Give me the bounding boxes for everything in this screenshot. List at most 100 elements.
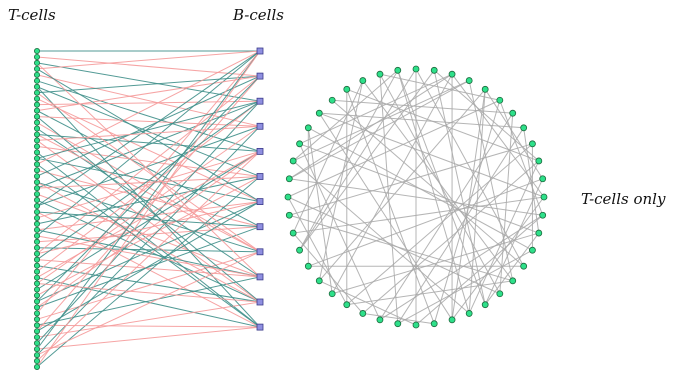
t-cell-node (34, 137, 41, 144)
t-cell-node (34, 363, 41, 370)
t-cell-node (34, 173, 41, 180)
circle-t-cell-node (535, 157, 543, 165)
circle-edge (379, 74, 399, 324)
bipartite-edge (36, 75, 261, 332)
bipartite-edge (36, 68, 261, 203)
circle-edge (346, 89, 435, 324)
circle-t-cell-node (315, 277, 323, 285)
circle-t-cell-node (509, 109, 517, 117)
bipartite-edge (36, 128, 261, 278)
circle-t-cell-node (520, 124, 528, 132)
circle-edge (397, 70, 470, 314)
t-cell-node (34, 155, 41, 162)
t-cell-node (34, 83, 41, 90)
t-cells-only-label: T-cells only (581, 190, 666, 208)
t-cell-node (34, 220, 41, 227)
b-cell-node (256, 198, 264, 206)
b-cell-node (256, 122, 264, 130)
t-cell-node (34, 48, 41, 55)
circle-t-cell-node (289, 229, 297, 237)
t-cell-node (34, 286, 41, 293)
t-cell-node (34, 77, 41, 84)
bipartite-edge (36, 75, 261, 177)
circle-edges (287, 68, 545, 326)
circle-edge (451, 196, 545, 321)
t-cell-node (34, 125, 41, 132)
t-cell-node (34, 322, 41, 329)
b-cell-node (256, 273, 264, 281)
t-cell-node (34, 113, 41, 120)
circle-edge (289, 73, 453, 180)
circle-t-cell-node (412, 65, 420, 73)
t-cell-node (34, 191, 41, 198)
t-cell-node (34, 185, 41, 192)
circle-edge (307, 127, 333, 294)
t-cell-node (34, 328, 41, 335)
t-cell-node (34, 238, 41, 245)
circle-edge (299, 73, 453, 145)
bipartite-edge (36, 150, 261, 290)
b-cell-node (256, 72, 264, 80)
bipartite-edge (36, 151, 261, 328)
circle-edge (362, 312, 435, 325)
circle-edge (287, 196, 348, 305)
bipartite-edge (36, 100, 261, 344)
t-cell-node (34, 71, 41, 78)
circle-t-cell-node (296, 140, 303, 148)
t-cell-node (34, 65, 41, 72)
bipartite-edge (36, 176, 261, 189)
t-cell-node (34, 316, 41, 323)
circle-edge (379, 214, 543, 321)
circle-edge (346, 143, 533, 306)
bipartite-edge (36, 110, 261, 228)
circle-edge (299, 68, 417, 251)
bipartite-edge (36, 251, 261, 320)
bipartite-edge (36, 100, 261, 159)
circle-edge (292, 80, 364, 234)
t-cell-node (34, 346, 41, 353)
circle-t-cell-node (481, 85, 489, 93)
t-cell-node (34, 143, 41, 150)
circle-edge (397, 249, 533, 325)
bipartite-edge (36, 75, 261, 302)
circle-edge (289, 214, 513, 282)
t-cell-node (34, 274, 41, 281)
circle-edge (362, 160, 540, 314)
b-cell-node (256, 147, 264, 155)
circle-edge (433, 100, 501, 324)
bipartite-edge (36, 251, 261, 356)
bipartite-edge (36, 50, 261, 165)
bipartite-graph (34, 47, 264, 370)
circle-edge (319, 112, 524, 129)
t-cell-node (34, 203, 41, 210)
circle-t-cell-node (448, 316, 456, 324)
circle-edge (293, 196, 545, 234)
circle-edge (397, 70, 486, 305)
circle-t-cell-node (359, 77, 367, 84)
circle-t-cell-node (376, 70, 384, 78)
t-cell-node (34, 95, 41, 102)
t-cell-node (34, 226, 41, 233)
bipartite-edge (36, 125, 261, 356)
circle-edge (289, 80, 470, 180)
circle-t-cell-node (430, 320, 438, 328)
b-cell-node (256, 298, 264, 306)
bipartite-edge (36, 100, 261, 106)
circle-edge (318, 112, 453, 321)
bipartite-edge (36, 125, 261, 284)
t-cell-node (34, 232, 41, 239)
bipartite-edge (36, 134, 261, 253)
bipartite-edge (36, 86, 261, 328)
circle-t-cell-node (304, 124, 312, 132)
circle-edge (292, 69, 399, 162)
bipartite-edge (36, 100, 261, 189)
bipartite-edge (36, 259, 261, 278)
circle-t-cell-node (481, 301, 489, 309)
circle-edge (346, 280, 513, 306)
circle-t-cell-node (412, 321, 420, 329)
t-cell-node (34, 262, 41, 269)
circle-t-cell-node (465, 310, 473, 317)
t-cell-node (34, 53, 41, 60)
b-cell-nodes (256, 47, 264, 331)
bipartite-edge (36, 226, 261, 308)
